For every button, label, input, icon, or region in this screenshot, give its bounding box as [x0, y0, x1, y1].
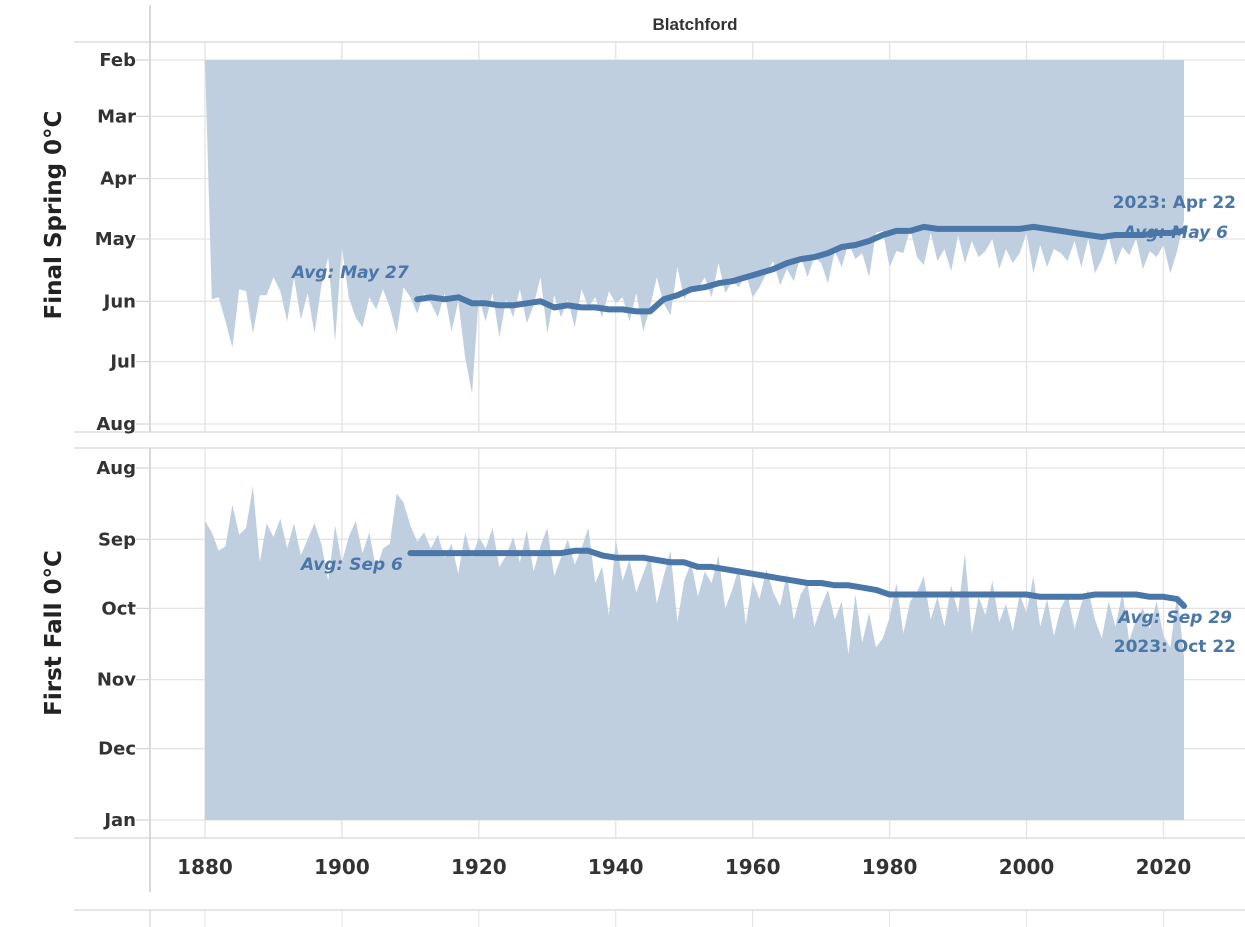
average-annotation-panel-0-0: Avg: May 27 — [290, 263, 409, 283]
y-tick-label-panel-1-2: Oct — [101, 598, 136, 619]
moving-average-line-panel-1 — [407, 547, 1187, 609]
area-layer — [205, 60, 1184, 820]
x-tick-label-1900: 1900 — [314, 855, 370, 879]
y-tick-label-panel-1-0: Aug — [96, 458, 136, 479]
x-tick-label-1920: 1920 — [451, 855, 507, 879]
latest-year-annotation-panel-1-2: 2023: Oct 22 — [1114, 637, 1236, 657]
y-tick-label-panel-1-4: Dec — [98, 739, 136, 760]
panel-header-title: Blatchford — [653, 15, 738, 34]
y-tick-label-panel-1-5: Jan — [102, 810, 136, 831]
y-tick-label-panel-0-5: Jul — [108, 352, 136, 373]
x-tick-label-1880: 1880 — [177, 855, 233, 879]
latest-year-annotation-panel-0-1: 2023: Apr 22 — [1113, 193, 1236, 213]
x-tick-label-1960: 1960 — [725, 855, 781, 879]
y-tick-label-panel-0-2: Apr — [100, 169, 136, 190]
moving-average-line-panel-0 — [414, 223, 1187, 315]
average-annotation-panel-1-0: Avg: Sep 6 — [299, 555, 403, 575]
x-tick-label-2000: 2000 — [999, 855, 1055, 879]
area-series-panel-1 — [205, 486, 1184, 820]
y-tick-label-panel-1-1: Sep — [98, 529, 136, 550]
bottom-panel-y-axis-label: First Fall 0°C — [41, 550, 67, 716]
top-panel-y-axis-label: Final Spring 0°C — [41, 111, 67, 320]
y-tick-label-panel-0-0: Feb — [99, 50, 136, 71]
moving-average-layer — [407, 223, 1187, 609]
y-tick-label-panel-1-3: Nov — [97, 670, 136, 691]
x-tick-label-2020: 2020 — [1136, 855, 1192, 879]
average-annotation-panel-1-1: Avg: Sep 29 — [1116, 608, 1232, 628]
y-tick-label-panel-0-4: Jun — [102, 291, 136, 312]
x-tick-label-1940: 1940 — [588, 855, 644, 879]
x-tick-label-1980: 1980 — [862, 855, 918, 879]
tick-labels-layer: Feb Mar Apr May Jun Jul Aug Aug Sep Oct Nov Dec Jan 1… — [95, 50, 1192, 879]
y-tick-label-panel-0-6: Aug — [96, 414, 136, 435]
average-annotation-panel-0-2: Avg: May 6 — [1121, 223, 1228, 243]
y-tick-label-panel-0-3: May — [95, 229, 137, 250]
annotations-layer: Avg: May 27 2023: Apr 22 Avg: May 6 Avg: Se… — [290, 193, 1236, 657]
y-tick-label-panel-0-1: Mar — [97, 106, 136, 127]
area-series-panel-0 — [205, 60, 1184, 394]
